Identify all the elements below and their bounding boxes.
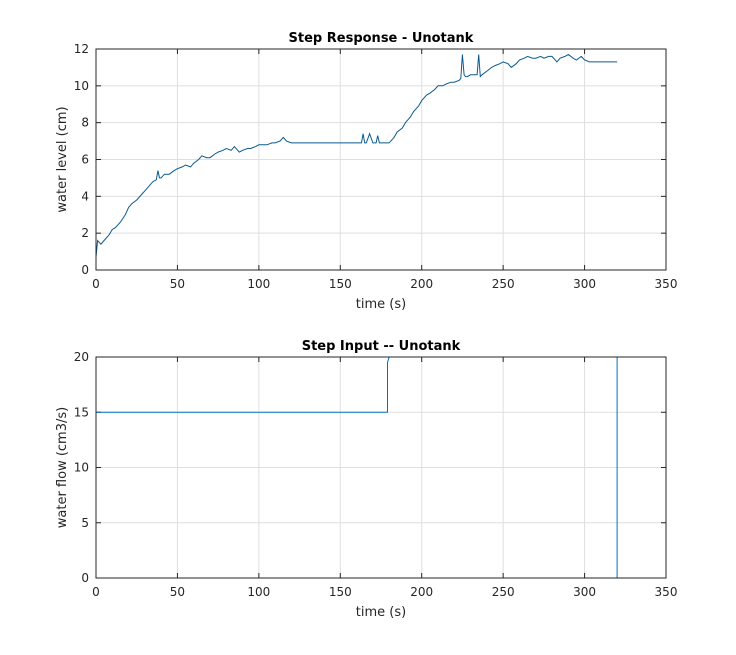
x-tick-label: 150 bbox=[329, 585, 352, 599]
x-tick-label: 200 bbox=[410, 277, 433, 291]
chart-2: 0 50 100 150 200 250 300 350 0 5 10 15 20 Step Input … bbox=[55, 339, 677, 620]
x-tick-label: 300 bbox=[573, 277, 596, 291]
chart-title: Step Input -- Unotank bbox=[302, 339, 461, 354]
y-tick-label: 12 bbox=[74, 42, 89, 56]
chart-title: Step Response - Unotank bbox=[289, 31, 474, 46]
y-tick-label: 15 bbox=[74, 405, 89, 419]
x-axis-label: time (s) bbox=[356, 605, 406, 620]
y-tick-label: 2 bbox=[81, 226, 89, 240]
series-line bbox=[96, 356, 618, 578]
x-tick-label: 350 bbox=[655, 277, 678, 291]
axes-frame bbox=[95, 48, 667, 271]
y-tick-label: 0 bbox=[81, 263, 89, 277]
x-tick-label: 250 bbox=[492, 585, 515, 599]
x-tick-label: 0 bbox=[92, 585, 100, 599]
x-tick-label: 100 bbox=[247, 585, 270, 599]
x-tick-label: 250 bbox=[492, 277, 515, 291]
y-tick-label: 5 bbox=[81, 516, 89, 530]
y-axis-label: water level (cm) bbox=[55, 106, 70, 212]
y-tick-label: 20 bbox=[74, 350, 89, 364]
y-tick-label: 0 bbox=[81, 571, 89, 585]
x-tick-label: 50 bbox=[170, 277, 185, 291]
x-tick-label: 200 bbox=[410, 585, 433, 599]
x-tick-label: 350 bbox=[655, 585, 678, 599]
x-tick-label: 50 bbox=[170, 585, 185, 599]
y-axis-label: water flow (cm3/s) bbox=[55, 407, 70, 528]
series-line bbox=[95, 53, 618, 258]
y-tick-label: 10 bbox=[74, 461, 89, 475]
y-tick-label: 6 bbox=[81, 153, 89, 167]
x-tick-label: 300 bbox=[573, 585, 596, 599]
y-tick-label: 4 bbox=[81, 189, 89, 203]
x-tick-label: 100 bbox=[247, 277, 270, 291]
x-tick-label: 0 bbox=[92, 277, 100, 291]
y-tick-label: 10 bbox=[74, 79, 89, 93]
chart-1: 0 50 100 150 200 250 300 350 0 2 4 6 8 10 12 Step Respo… bbox=[55, 31, 677, 312]
y-tick-label: 8 bbox=[81, 116, 89, 130]
x-tick-label: 150 bbox=[329, 277, 352, 291]
axes-frame bbox=[95, 356, 667, 579]
x-axis-label: time (s) bbox=[356, 297, 406, 312]
